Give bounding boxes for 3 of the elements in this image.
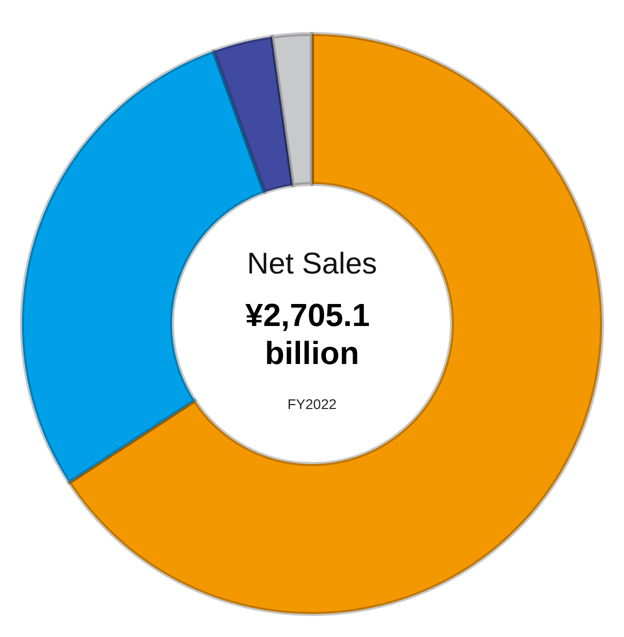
text: Net Sales: [246, 248, 378, 280]
text: ¥2,705.1 billion: [245, 297, 379, 371]
text: FY2022: [287, 396, 337, 412]
